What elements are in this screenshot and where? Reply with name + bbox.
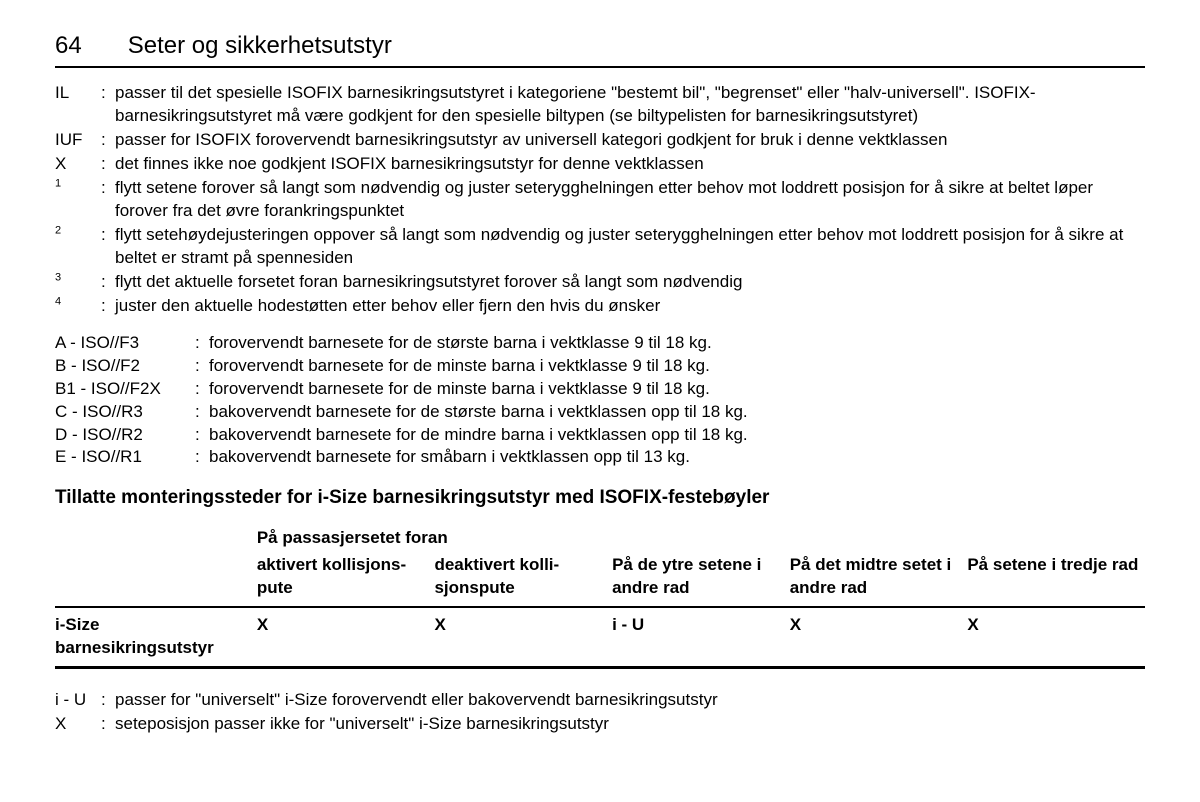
iso-class-row: B - ISO//F2:forovervendt barnesete for d… [55,355,1145,378]
iso-class-colon: : [195,401,209,424]
iso-class-colon: : [195,355,209,378]
definition-colon: : [101,689,115,712]
definition-key: i - U [55,689,101,712]
definition-key: 4 [55,295,101,318]
iso-class-colon: : [195,446,209,469]
definitions-top: IL:passer til det spesielle ISOFIX barne… [55,82,1145,317]
definition-row: 2:flytt setehøydejusteringen oppover så … [55,224,1145,270]
section-heading: Tillatte monteringssteder for i-Size bar… [55,485,1145,511]
table-col-header: aktivert kollisjons­pute [257,552,435,607]
iso-class-text: bakovervendt barnesete for småbarn i vek… [209,446,1145,469]
table-col-header: På setene i tredje rad [967,552,1145,607]
definition-row: IUF:passer for ISOFIX forovervendt barne… [55,129,1145,152]
definition-key: X [55,713,101,736]
definition-key: 3 [55,271,101,294]
page-header: 64 Seter og sikkerhetsutstyr [55,30,1145,68]
iso-class-row: B1 - ISO//F2X:forovervendt barnesete for… [55,378,1145,401]
table-cell: X [257,607,435,667]
table-col-header: På det midtre setet i andre rad [790,552,968,607]
iso-class-key: C - ISO//R3 [55,401,195,424]
definition-row: X:det finnes ikke noe godkjent ISOFIX ba… [55,153,1145,176]
table-cell: X [790,607,968,667]
table-col-header: deaktivert kolli­sjonspute [434,552,612,607]
iso-class-key: B - ISO//F2 [55,355,195,378]
definition-colon: : [101,295,115,318]
definition-row: 1:flytt setene forover så langt som nødv… [55,177,1145,223]
iso-class-text: forovervendt barnesete for de minste bar… [209,378,1145,401]
definition-row: i - U:passer for "universelt" i-Size for… [55,689,1145,712]
definition-key: 1 [55,177,101,200]
definition-row: X:seteposisjon passer ikke for "universe… [55,713,1145,736]
iso-class-key: A - ISO//F3 [55,332,195,355]
iso-class-text: bakovervendt barnesete for de største ba… [209,401,1145,424]
iso-class-colon: : [195,378,209,401]
iso-class-colon: : [195,424,209,447]
table-cell: X [967,607,1145,667]
definition-text: flytt setene forover så langt som nødven… [115,177,1145,223]
definition-colon: : [101,271,115,294]
definition-colon: : [101,713,115,736]
table-cell: i - U [612,607,790,667]
iso-class-text: forovervendt barnesete for de største ba… [209,332,1145,355]
definition-key: 2 [55,224,101,247]
iso-class-key: B1 - ISO//F2X [55,378,195,401]
iso-class-key: D - ISO//R2 [55,424,195,447]
definition-key: IL [55,82,101,105]
iso-class-key: E - ISO//R1 [55,446,195,469]
iso-class-list: A - ISO//F3:forovervendt barnesete for d… [55,332,1145,470]
iso-class-row: D - ISO//R2:bakovervendt barnesete for d… [55,424,1145,447]
definition-colon: : [101,82,115,105]
iso-class-colon: : [195,332,209,355]
isize-table: På passasjersetet foran aktivert kollisj… [55,525,1145,669]
definition-text: seteposisjon passer ikke for "universelt… [115,713,1145,736]
table-col-header: På de ytre setene i andre rad [612,552,790,607]
table-group-header: På passasjersetet foran [257,525,612,552]
iso-class-text: forovervendt barnesete for de minste bar… [209,355,1145,378]
definition-colon: : [101,129,115,152]
table-row-label: i-Size barnesikringsutstyr [55,607,257,667]
definition-key: IUF [55,129,101,152]
page-number: 64 [55,30,123,62]
definition-colon: : [101,224,115,247]
definition-colon: : [101,153,115,176]
definition-text: passer til det spesielle ISOFIX barnesik… [115,82,1145,128]
definition-text: juster den aktuelle hodestøtten etter be… [115,295,1145,318]
definition-colon: : [101,177,115,200]
definition-row: 4:juster den aktuelle hodestøtten etter … [55,295,1145,318]
iso-class-row: E - ISO//R1:bakovervendt barnesete for s… [55,446,1145,469]
definitions-bottom: i - U:passer for "universelt" i-Size for… [55,689,1145,736]
iso-class-row: C - ISO//R3:bakovervendt barnesete for d… [55,401,1145,424]
definition-row: IL:passer til det spesielle ISOFIX barne… [55,82,1145,128]
definition-text: det finnes ikke noe godkjent ISOFIX barn… [115,153,1145,176]
iso-class-text: bakovervendt barnesete for de mindre bar… [209,424,1145,447]
definition-row: 3:flytt det aktuelle forsetet foran barn… [55,271,1145,294]
definition-text: flytt setehøydejusteringen oppover så la… [115,224,1145,270]
definition-text: passer for "universelt" i-Size foroverve… [115,689,1145,712]
definition-text: flytt det aktuelle forsetet foran barnes… [115,271,1145,294]
iso-class-row: A - ISO//F3:forovervendt barnesete for d… [55,332,1145,355]
definition-key: X [55,153,101,176]
page-title: Seter og sikkerhetsutstyr [128,30,392,62]
table-cell: X [434,607,612,667]
definition-text: passer for ISOFIX forovervendt barnesikr… [115,129,1145,152]
